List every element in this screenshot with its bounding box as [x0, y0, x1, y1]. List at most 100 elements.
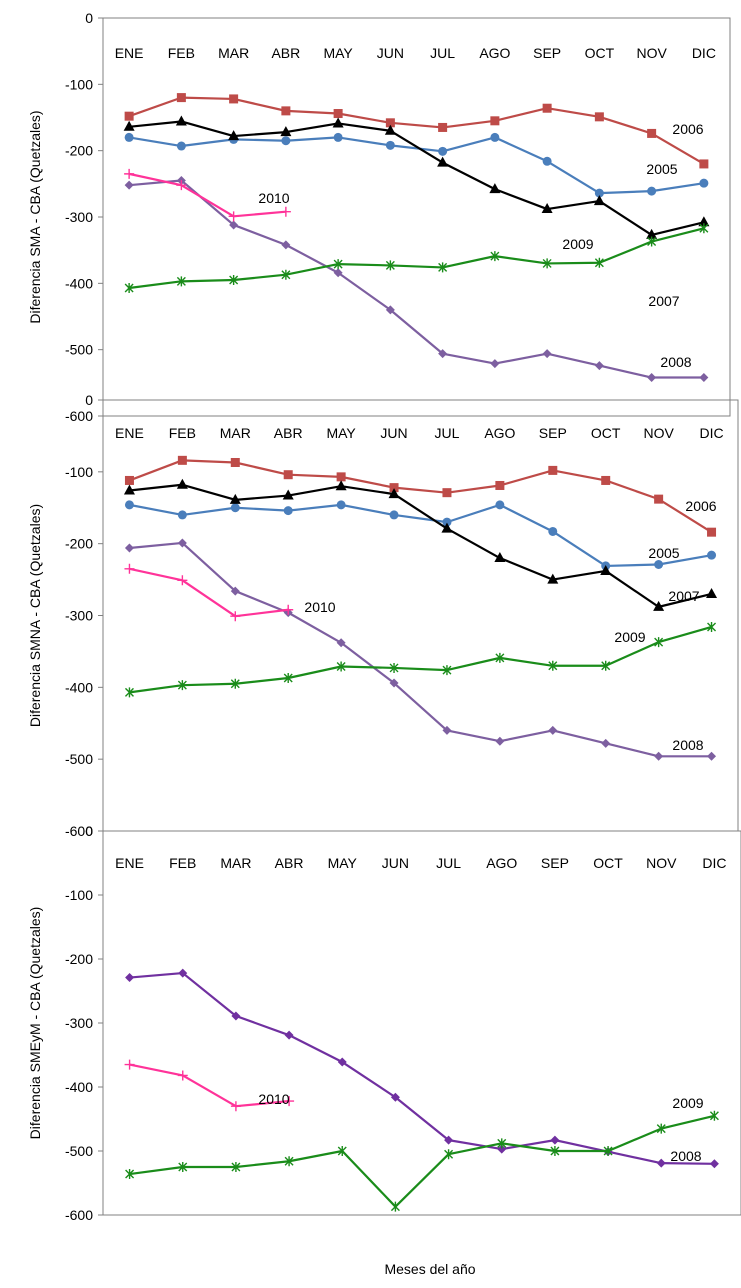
- data-point-2005: [442, 517, 452, 527]
- data-point-2009: [229, 275, 239, 286]
- data-point-2007: [384, 124, 396, 135]
- series-label-2006: 2006: [672, 121, 703, 137]
- data-point-2005: [336, 500, 346, 510]
- y-tick-label: -400: [65, 275, 93, 291]
- data-point-2005: [594, 188, 604, 198]
- month-label: ABR: [275, 855, 304, 871]
- y-tick-label: -300: [65, 608, 93, 624]
- series-line-2009: [128, 227, 705, 290]
- data-point-2005: [542, 156, 552, 166]
- month-label: AGO: [486, 855, 517, 871]
- month-label: NOV: [636, 45, 667, 61]
- data-point-2010: [176, 180, 187, 191]
- data-point-2010: [177, 575, 188, 586]
- data-point-2006: [699, 159, 709, 169]
- data-point-2008: [442, 725, 452, 735]
- data-point-2009: [333, 259, 343, 270]
- series-label-2007: 2007: [668, 588, 699, 604]
- y-tick-label: -500: [65, 1143, 93, 1159]
- y-tick-label: -300: [65, 1015, 93, 1031]
- data-point-2008: [229, 220, 239, 230]
- series-label-2010: 2010: [258, 190, 289, 206]
- series-label-2010: 2010: [304, 599, 335, 615]
- data-point-2005: [230, 503, 240, 513]
- data-point-2009: [178, 1162, 188, 1172]
- data-point-2007: [441, 522, 453, 533]
- data-point-2008: [497, 1144, 507, 1154]
- series-label-2009: 2009: [614, 629, 645, 645]
- data-point-2007: [653, 600, 665, 611]
- y-tick-label: -600: [65, 823, 93, 839]
- data-point-2008: [231, 1011, 241, 1021]
- data-point-2006: [124, 111, 134, 121]
- plot-area-frame: [102, 17, 731, 417]
- y-tick-label: -600: [65, 1207, 93, 1223]
- data-point-2008: [178, 968, 188, 978]
- data-point-2009: [385, 260, 395, 271]
- data-point-2005: [176, 141, 186, 151]
- y-tick-label: -600: [65, 408, 93, 424]
- data-point-2007: [229, 493, 241, 504]
- month-label: FEB: [168, 45, 195, 61]
- series-2010: 2010: [124, 168, 291, 222]
- data-point-2009: [495, 652, 505, 663]
- chart-panel-3: 0 -100 -200 -300 -400 -500 -600 ENE FEB MAR ABR MAY…: [27, 823, 741, 1223]
- data-point-2008: [656, 1158, 666, 1168]
- data-point-2005: [707, 550, 717, 560]
- series-2007: 2007: [123, 115, 710, 309]
- series-2008: 2008: [125, 968, 719, 1169]
- series-2006: 2006: [124, 455, 717, 537]
- series-2008: 2008: [124, 538, 717, 761]
- plot-area-frame: [102, 830, 741, 1216]
- y-tick-label: -400: [65, 1079, 93, 1095]
- month-label: MAR: [218, 45, 249, 61]
- y-tick-label: -400: [65, 679, 93, 695]
- data-point-2009: [281, 269, 291, 280]
- data-point-2009: [603, 1146, 613, 1156]
- data-point-2006: [177, 455, 187, 465]
- month-label: JUN: [377, 45, 404, 61]
- series-label-2009: 2009: [672, 1095, 703, 1111]
- month-label: MAY: [323, 45, 353, 61]
- data-point-2008: [594, 361, 604, 371]
- y-tick-label: -100: [65, 76, 93, 92]
- data-point-2010: [124, 1059, 135, 1070]
- month-label: JUL: [436, 855, 461, 871]
- month-label: MAR: [220, 855, 251, 871]
- data-point-2009: [125, 1169, 135, 1180]
- month-label: ABR: [274, 425, 303, 441]
- month-label: JUN: [382, 855, 409, 871]
- month-label: ABR: [271, 45, 300, 61]
- data-point-2008: [601, 738, 611, 748]
- data-point-2008: [333, 268, 343, 278]
- series-2007: 2007: [123, 478, 718, 611]
- month-label: OCT: [593, 855, 623, 871]
- series-line-2006: [128, 96, 705, 165]
- data-point-2006: [442, 488, 452, 498]
- plot-area-frame: [102, 399, 739, 832]
- data-point-2009: [336, 661, 346, 672]
- data-point-2007: [388, 488, 400, 499]
- data-point-2008: [550, 1135, 560, 1145]
- y-tick-label: -300: [65, 209, 93, 225]
- data-point-2009: [124, 687, 134, 698]
- series-label-2008: 2008: [670, 1148, 701, 1164]
- data-point-2005: [281, 136, 291, 146]
- data-point-2006: [707, 527, 717, 537]
- series-line-2010: [129, 1063, 290, 1108]
- series-label-2006: 2006: [685, 498, 716, 514]
- data-point-2009: [444, 1149, 454, 1160]
- series-2006: 2006: [124, 93, 709, 169]
- data-point-2006: [281, 106, 291, 116]
- data-point-2009: [337, 1146, 347, 1156]
- month-label: FEB: [169, 425, 196, 441]
- data-point-2005: [124, 132, 134, 142]
- data-point-2007: [437, 156, 449, 167]
- series-line-2005: [128, 136, 705, 195]
- data-point-2008: [284, 1030, 294, 1040]
- data-point-2007: [494, 552, 506, 563]
- month-label: DIC: [699, 425, 723, 441]
- data-point-2005: [548, 526, 558, 536]
- month-label: DIC: [702, 855, 726, 871]
- series-line-2008: [129, 971, 715, 1165]
